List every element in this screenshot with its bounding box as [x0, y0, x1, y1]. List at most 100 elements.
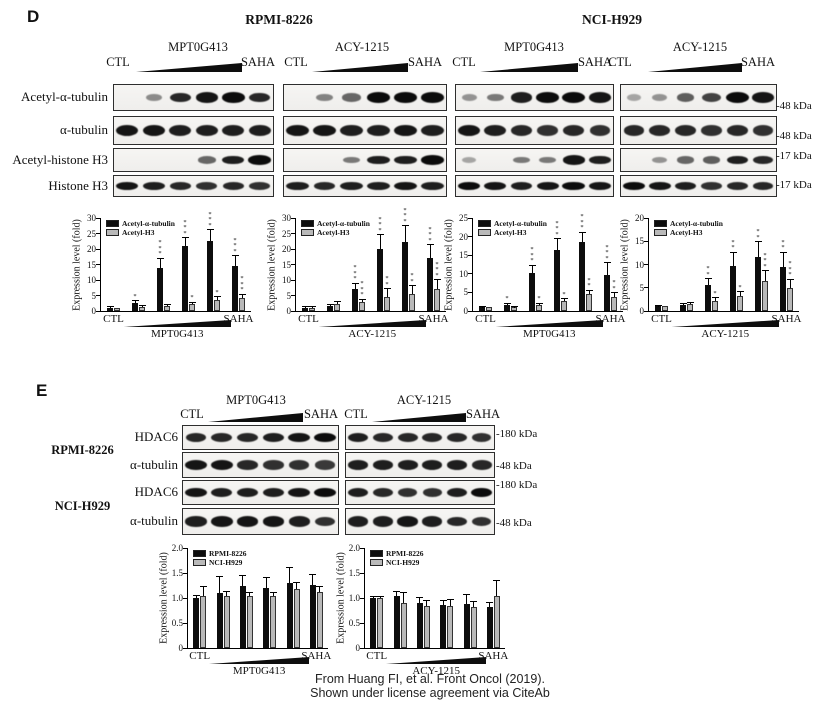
blot-band [211, 487, 233, 498]
bar [270, 595, 277, 648]
bar [370, 598, 377, 648]
error-bar [358, 298, 366, 303]
bar [309, 584, 316, 648]
bar [107, 307, 113, 311]
y-tick-mark [468, 310, 472, 312]
error-bar [376, 596, 384, 598]
significance-marker: * * * [353, 264, 357, 283]
blot-band [221, 92, 245, 103]
dose-wedge [123, 320, 231, 327]
error-bar [293, 582, 300, 589]
blot-band [394, 181, 417, 191]
y-tick-label: 25 [87, 228, 96, 239]
kda-label: -180 kDa [496, 479, 538, 491]
error-bar [199, 586, 207, 596]
y-tick-label: 30 [282, 213, 291, 223]
error-bar [535, 302, 543, 306]
y-tick-mark [183, 597, 187, 599]
chart-legend: Acetyl-α-tubulin Acetyl-H3 [478, 219, 547, 237]
citation-line-2: Shown under license agreement via CiteAb [310, 686, 550, 700]
chart-legend: Acetyl-α-tubulin Acetyl-H3 [301, 219, 370, 237]
y-tick-label: 15 [282, 259, 291, 270]
x-label-ctl: CTL [189, 650, 211, 662]
blot-d-rpmi-acy-a-tubulin [283, 116, 447, 145]
blot-band [367, 155, 390, 165]
treatment-x-label: MPT0G413 [232, 665, 286, 677]
blot-d-rpmi-mpt-histone-h3 [113, 175, 274, 197]
error-bar [223, 590, 230, 596]
blot-band [367, 181, 390, 191]
x-label-ctl: CTL [366, 650, 388, 662]
bar [586, 293, 592, 311]
blot-row-label: Histone H3 [48, 178, 108, 193]
legend-row: NCI-H929 [370, 558, 424, 567]
blot-band [195, 92, 218, 103]
legend-row: RPMI-8226 [193, 549, 247, 558]
error-bar [603, 262, 611, 275]
blot-band [701, 125, 722, 136]
error-bar [408, 285, 416, 294]
bar [780, 266, 786, 311]
error-bar [246, 592, 254, 596]
treatment-x-label: ACY-1215 [348, 328, 397, 340]
legend-row: Acetyl-H3 [106, 228, 175, 237]
bar [687, 304, 693, 311]
error-bar [463, 594, 470, 604]
blot-e-rpmi-mpt-hdac6 [182, 425, 339, 450]
error-bar [486, 602, 494, 607]
significance-marker: * [215, 288, 219, 296]
y-tick-mark [291, 310, 295, 312]
blot-e-rpmi-acy-a-tubulin [345, 452, 495, 478]
blot-band [366, 92, 391, 103]
blot-row-label: α-tubulin [60, 122, 108, 137]
blot-band [562, 181, 585, 191]
blot-band [471, 433, 492, 442]
bar [705, 284, 711, 311]
error-bar [131, 300, 139, 304]
bar [730, 265, 736, 311]
blot-band [316, 93, 333, 102]
bar [214, 299, 220, 311]
blot-band [726, 155, 748, 165]
bar [384, 296, 390, 311]
significance-marker: * * [385, 275, 389, 288]
error-bar [351, 282, 359, 290]
bar [737, 296, 743, 311]
legend-label: Acetyl-α-tubulin [317, 219, 370, 228]
y-tick-mark [468, 254, 472, 256]
blot-band [315, 460, 335, 470]
blot-d-nci-acy-acetyl-h3 [620, 148, 777, 172]
x-label-saha: SAHA [771, 313, 802, 325]
legend-label: Acetyl-H3 [494, 228, 527, 237]
bar [447, 605, 454, 648]
error-bar [439, 600, 447, 605]
treatment-header: ACY-1215 [334, 40, 390, 54]
blot-band [752, 125, 774, 136]
y-tick-label: 1.0 [348, 593, 360, 603]
blot-band [286, 181, 309, 191]
significance-marker: * * [410, 272, 414, 285]
x-label-ctl: CTL [103, 313, 124, 325]
significance-marker: * * [612, 279, 616, 292]
y-tick-label: 0.5 [348, 618, 360, 628]
blot-band [422, 460, 443, 470]
blot-band [222, 182, 244, 190]
blot-band [726, 182, 748, 190]
legend-row: Acetyl-α-tubulin [478, 219, 547, 228]
bar [712, 300, 718, 311]
blot-band [421, 125, 444, 136]
blot-band [397, 432, 418, 443]
chart-legend: Acetyl-α-tubulin Acetyl-H3 [106, 219, 175, 237]
chart-d-nci-mpt0g413: Expression level (fold) 0 5 10 15 20 25 Acetyl-… [440, 212, 630, 352]
blot-band [236, 487, 259, 498]
blot-band [471, 460, 492, 470]
significance-marker: * [537, 295, 541, 303]
blot-band [623, 125, 645, 136]
error-bar [192, 594, 200, 598]
error-bar [269, 592, 277, 596]
significance-marker: * * [781, 238, 785, 252]
chart-plot: 0 5 10 15 20 Acetyl-α-tubulin Acetyl-H3 * * * * *… [635, 213, 801, 340]
bar [486, 606, 493, 648]
y-tick-label: 10 [282, 275, 291, 285]
